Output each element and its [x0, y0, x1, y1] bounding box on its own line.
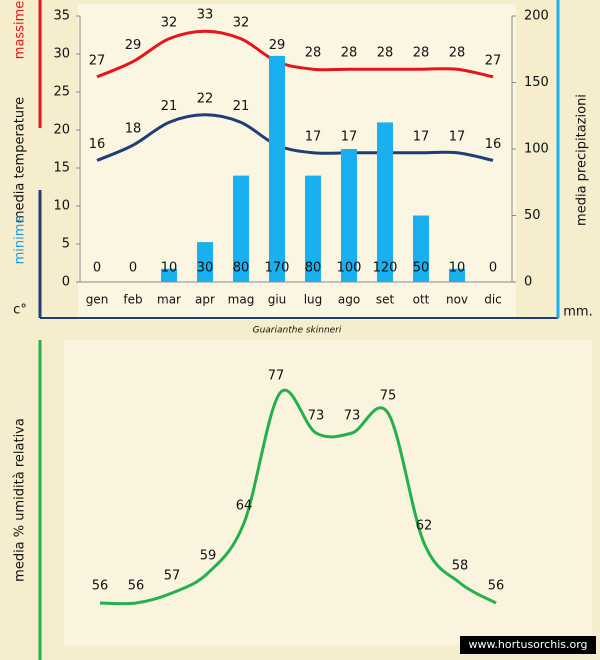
y2-axis-label: media precipitazioni	[575, 94, 590, 226]
plot-area	[78, 4, 516, 320]
data-label: 73	[344, 409, 361, 424]
data-label: 100	[337, 261, 362, 276]
y-tick-label: 15	[53, 161, 70, 176]
x-tick-label: nov	[446, 293, 468, 307]
y-unit: c°	[13, 303, 27, 318]
line	[96, 113, 494, 162]
data-label: 57	[164, 569, 181, 584]
data-label: 28	[305, 46, 322, 61]
chart-title: Guarianthe skinneri	[253, 326, 342, 336]
watermark-box	[460, 636, 596, 654]
bar	[269, 55, 285, 283]
y2-tick-label: 150	[524, 75, 549, 90]
legend-label: minime	[13, 216, 28, 265]
x-tick-label: apr	[195, 293, 215, 307]
bar	[413, 215, 429, 282]
x-tick-label: lug	[304, 293, 323, 307]
data-label: 56	[128, 579, 145, 594]
x-tick-label: mag	[228, 293, 255, 307]
x-tick-label: feb	[123, 293, 142, 307]
y-tick-label: 30	[53, 47, 70, 62]
data-label: 62	[416, 519, 433, 534]
data-label: 22	[197, 91, 214, 106]
data-label: 17	[413, 129, 430, 144]
x-tick-label: dic	[484, 293, 502, 307]
data-label: 16	[485, 137, 502, 152]
data-label: 64	[236, 499, 253, 514]
bar	[197, 242, 213, 282]
y-tick-label: 20	[53, 123, 70, 138]
bar	[449, 268, 465, 282]
y-tick-label: 10	[53, 199, 70, 214]
data-label: 28	[377, 46, 394, 61]
x-tick-label: ago	[338, 293, 360, 307]
line	[99, 388, 497, 606]
data-label: 0	[93, 261, 101, 276]
data-label: 28	[413, 46, 430, 61]
bar	[161, 268, 177, 282]
y-tick-label: 0	[62, 275, 70, 290]
y2-tick-label: 200	[524, 9, 549, 24]
data-label: 30	[197, 261, 214, 276]
legend-label: massime	[13, 1, 28, 59]
data-label: 59	[200, 549, 217, 564]
line	[96, 29, 494, 79]
data-label: 58	[452, 559, 469, 574]
data-label: 170	[265, 261, 290, 276]
data-label: 32	[161, 15, 178, 30]
data-label: 80	[305, 261, 322, 276]
data-label: 16	[89, 137, 106, 152]
data-label: 32	[233, 15, 250, 30]
data-label: 29	[269, 38, 286, 53]
data-label: 10	[449, 261, 466, 276]
x-tick-label: ott	[413, 293, 430, 307]
data-label: 18	[125, 122, 142, 137]
data-label: 33	[197, 8, 214, 23]
data-label: 80	[233, 261, 250, 276]
y-tick-label: 25	[53, 85, 70, 100]
data-label: 50	[413, 261, 430, 276]
y-axis-label: media % umidità relativa	[13, 418, 28, 582]
x-tick-label: gen	[86, 293, 109, 307]
data-label: 73	[308, 409, 325, 424]
y-tick-label: 5	[62, 237, 70, 252]
x-tick-label: mar	[157, 293, 181, 307]
data-label: 56	[92, 579, 109, 594]
x-tick-label: set	[376, 293, 395, 307]
data-label: 120	[373, 261, 398, 276]
data-label: 17	[449, 129, 466, 144]
data-label: 27	[485, 53, 502, 68]
data-label: 77	[268, 369, 285, 384]
data-label: 28	[341, 46, 358, 61]
y2-unit: mm.	[563, 305, 592, 320]
bar	[341, 149, 357, 282]
data-label: 17	[305, 129, 322, 144]
bar	[233, 175, 249, 282]
data-label: 29	[125, 38, 142, 53]
data-label: 56	[488, 579, 505, 594]
plot-area	[64, 340, 592, 646]
watermark: www.hortusorchis.org	[468, 638, 587, 651]
data-label: 10	[161, 261, 178, 276]
y-axis-label: media temperature	[13, 97, 28, 223]
bar	[305, 175, 321, 282]
data-label: 75	[380, 389, 397, 404]
x-tick-label: giu	[268, 293, 287, 307]
data-label: 17	[341, 129, 358, 144]
y2-tick-label: 50	[524, 208, 541, 223]
data-label: 0	[489, 261, 497, 276]
y-tick-label: 35	[53, 9, 70, 24]
bar	[377, 122, 393, 283]
data-label: 27	[89, 53, 106, 68]
data-label: 21	[161, 99, 178, 114]
data-label: 28	[449, 46, 466, 61]
y2-tick-label: 0	[524, 275, 532, 290]
y2-tick-label: 100	[524, 142, 549, 157]
data-label: 0	[129, 261, 137, 276]
data-label: 21	[233, 99, 250, 114]
